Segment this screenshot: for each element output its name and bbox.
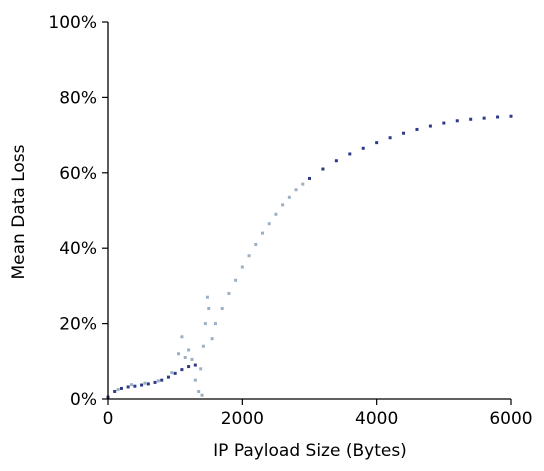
data-point	[126, 385, 130, 389]
data-point	[482, 116, 486, 120]
data-point	[116, 388, 120, 392]
data-point	[260, 231, 264, 235]
x-tick-label: 4000	[355, 409, 398, 429]
data-point	[348, 152, 352, 156]
data-point	[227, 291, 231, 295]
points-layer	[106, 114, 513, 399]
data-point	[455, 119, 459, 123]
data-point	[153, 380, 157, 384]
x-tick-label: 2000	[221, 409, 264, 429]
data-point	[183, 356, 187, 360]
data-point	[267, 222, 271, 226]
data-point	[177, 352, 181, 356]
data-point	[156, 379, 160, 383]
data-point	[240, 265, 244, 269]
y-tick-label: 0%	[70, 390, 97, 410]
data-point	[193, 363, 197, 367]
data-point	[496, 115, 500, 119]
data-point	[160, 378, 164, 382]
data-point	[203, 322, 207, 326]
data-point	[201, 344, 205, 348]
data-point	[205, 295, 209, 299]
data-point	[187, 365, 191, 369]
y-tick-label: 60%	[59, 164, 97, 184]
y-tick-label: 40%	[59, 239, 97, 259]
data-point	[146, 382, 150, 386]
data-point	[308, 176, 311, 180]
y-tick-label: 20%	[59, 315, 97, 335]
data-point	[213, 322, 217, 326]
data-point	[140, 383, 144, 387]
data-point	[170, 371, 174, 375]
data-point	[281, 203, 285, 207]
data-point	[200, 393, 204, 397]
data-point	[180, 335, 184, 339]
data-point	[173, 371, 177, 375]
data-point	[187, 348, 191, 352]
data-point	[193, 378, 197, 382]
data-point	[220, 307, 224, 311]
data-point	[361, 146, 365, 150]
data-point	[119, 386, 123, 390]
x-tick-label: 6000	[489, 409, 532, 429]
data-point	[402, 131, 406, 135]
y-axis-label: Mean Data Loss	[9, 144, 29, 279]
data-point	[428, 124, 432, 128]
data-point	[133, 384, 137, 388]
data-point	[143, 381, 147, 385]
data-point	[113, 389, 117, 393]
data-point	[166, 375, 170, 379]
data-point	[197, 389, 201, 393]
x-tick-label: 0	[103, 409, 114, 429]
data-point	[210, 337, 214, 341]
data-point	[334, 159, 338, 163]
x-ticks: 0 2000 4000 6000	[103, 399, 533, 429]
data-point	[301, 182, 305, 186]
y-tick-label: 80%	[59, 88, 97, 108]
data-point	[294, 188, 298, 192]
data-point	[375, 141, 379, 145]
data-point	[469, 117, 473, 121]
data-point	[180, 368, 184, 372]
data-point	[287, 195, 291, 199]
data-point	[190, 357, 194, 361]
data-point	[234, 278, 238, 282]
data-point	[254, 242, 258, 246]
data-point	[130, 383, 134, 387]
y-ticks: 0% 20% 40% 60% 80% 100%	[48, 13, 108, 410]
data-point	[199, 367, 203, 371]
data-point	[415, 127, 419, 131]
data-point	[274, 212, 278, 216]
x-axis-label: IP Payload Size (Bytes)	[213, 441, 407, 461]
data-point	[321, 167, 325, 171]
data-point	[207, 307, 211, 311]
data-point	[388, 136, 392, 140]
data-point	[442, 121, 446, 125]
data-point	[509, 114, 513, 118]
data-point	[247, 254, 251, 258]
y-tick-label: 100%	[48, 13, 97, 33]
